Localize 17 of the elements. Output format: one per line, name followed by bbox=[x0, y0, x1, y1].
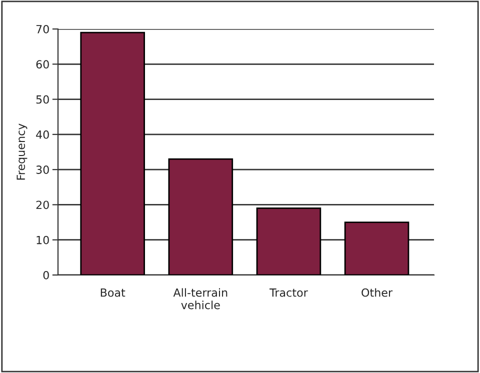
x-tick-label: Other bbox=[362, 288, 393, 297]
bar bbox=[80, 32, 145, 275]
bar bbox=[168, 158, 234, 275]
y-tick-label: 30 bbox=[36, 166, 49, 174]
x-tick-label: Boat bbox=[100, 288, 126, 297]
x-tick-label: Tractor bbox=[269, 288, 308, 297]
bar bbox=[256, 208, 322, 275]
y-tick-label: 20 bbox=[36, 200, 49, 210]
y-tick-label: 10 bbox=[36, 236, 49, 244]
y-tick-label: 0 bbox=[43, 270, 49, 280]
y-tick-label: 60 bbox=[36, 60, 49, 69]
y-axis-title: Frequency bbox=[16, 124, 28, 180]
y-tick-label: 40 bbox=[36, 130, 49, 139]
bar bbox=[344, 222, 410, 275]
y-tick-label: 70 bbox=[36, 24, 49, 34]
y-tick-label: 50 bbox=[36, 95, 49, 104]
x-tick-label: All-terrain vehicle bbox=[173, 288, 228, 310]
